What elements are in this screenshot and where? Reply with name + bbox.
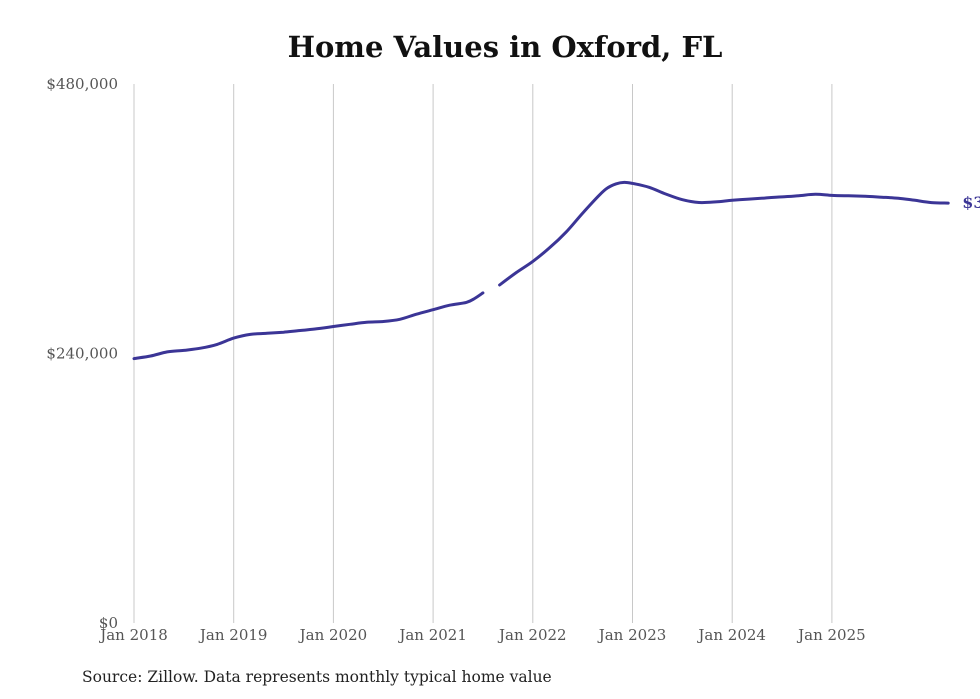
x-tick-label: Jan 2023 [597,626,667,644]
x-tick-label: Jan 2020 [298,626,368,644]
x-axis-ticks: Jan 2018 Jan 2019 Jan 2020 Jan 2021 Jan 2022… [98,626,865,644]
y-axis-ticks: $0 $240,000 $480,000 [46,75,118,632]
series-line-segment-1 [132,291,485,361]
x-tick-label: Jan 2024 [696,626,766,644]
x-tick-label: Jan 2025 [796,626,866,644]
y-tick-label: $0 [99,614,118,632]
line-chart: $0$240,000$480,000 Jan 2018 Jan 2019 Jan 2… [46,75,980,644]
x-tick-label: Jan 2021 [397,626,467,644]
x-tick-label: Jan 2022 [497,626,567,644]
x-tick-label: Jan 2019 [198,626,268,644]
series-line [132,180,950,361]
grid-lines [133,84,833,623]
y-tick-label: $240,000 [46,345,118,363]
series-line-segment-2 [498,180,950,287]
y-tick-label: $480,000 [46,75,118,93]
chart-title: Home Values in Oxford, FL [287,30,723,64]
source-note: Source: Zillow. Data represents monthly … [82,668,552,686]
x-tick-label: Jan 2018 [98,626,168,644]
end-value-label: $363,992 [962,193,980,212]
